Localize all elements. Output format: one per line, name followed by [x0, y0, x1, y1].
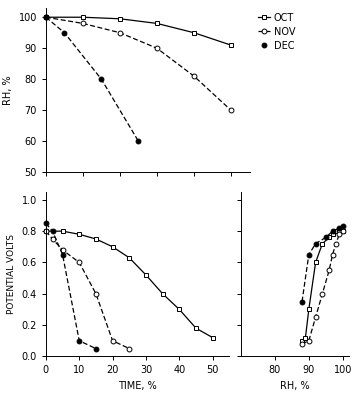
X-axis label: TIME, %: TIME, % [118, 381, 157, 391]
Y-axis label: POTENTIAL VOLTS: POTENTIAL VOLTS [7, 234, 16, 314]
Y-axis label: RH, %: RH, % [3, 75, 13, 105]
X-axis label: RH, %: RH, % [280, 381, 310, 391]
Legend: OCT, NOV, DEC: OCT, NOV, DEC [258, 13, 295, 51]
